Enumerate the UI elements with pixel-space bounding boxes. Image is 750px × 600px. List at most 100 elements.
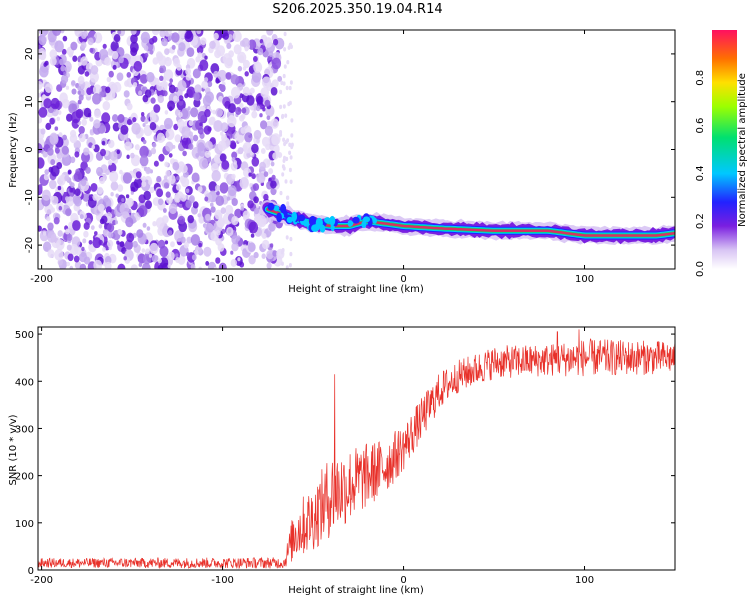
noise-blob <box>78 133 86 143</box>
noise-blob <box>156 82 164 91</box>
noise-blob <box>279 89 283 95</box>
noise-blob <box>164 48 170 55</box>
noise-blob <box>257 215 267 228</box>
noise-blob <box>71 80 76 86</box>
noise-blob <box>42 231 47 236</box>
noise-blob <box>140 31 151 44</box>
noise-blob <box>224 204 234 216</box>
spectrogram-y-ticks: -20 -10 0 10 20 <box>24 48 675 253</box>
noise-blob <box>45 122 52 130</box>
noise-blob <box>242 59 250 69</box>
noise-blob <box>289 236 293 242</box>
noise-blob <box>143 45 149 51</box>
noise-blob <box>176 175 180 181</box>
signal-blob <box>347 220 354 227</box>
noise-blob <box>145 200 152 210</box>
noise-blob <box>78 94 84 101</box>
noise-blob <box>78 126 85 134</box>
noise-blob <box>256 172 266 184</box>
noise-blob <box>97 171 102 177</box>
noise-blob <box>181 126 191 139</box>
noise-blob <box>69 187 74 193</box>
noise-blob <box>177 119 185 129</box>
noise-blob <box>163 182 170 189</box>
noise-blob <box>187 215 194 224</box>
noise-blob <box>57 175 66 186</box>
noise-blob <box>257 47 264 56</box>
noise-blob <box>132 240 138 248</box>
noise-blob <box>268 222 276 232</box>
noise-blob <box>282 137 286 142</box>
noise-blob <box>86 87 93 95</box>
noise-blob <box>286 201 290 206</box>
noise-blob <box>126 232 135 243</box>
signal-blob <box>361 220 367 229</box>
noise-blob <box>266 115 271 121</box>
noise-blob <box>175 253 179 258</box>
noise-blob <box>77 99 82 105</box>
noise-blob <box>38 92 41 98</box>
noise-blob <box>110 41 119 52</box>
snr-series-line <box>38 329 675 570</box>
noise-blob <box>73 255 80 263</box>
noise-blob <box>130 190 134 195</box>
colorbar-tick-label: 0.6 <box>695 118 706 134</box>
noise-blob <box>156 188 164 198</box>
noise-blob <box>282 104 286 109</box>
snr-y-ticks: 0 100 200 300 400 500 <box>15 330 675 577</box>
noise-blob <box>102 247 106 252</box>
noise-blob <box>213 156 219 162</box>
noise-blob <box>221 160 230 170</box>
noise-blob <box>263 171 269 178</box>
noise-blob <box>141 181 147 188</box>
noise-blob <box>163 175 168 181</box>
noise-blob <box>168 84 176 94</box>
noise-blob <box>144 52 149 58</box>
noise-blob <box>190 234 201 246</box>
noise-blob <box>75 108 84 119</box>
noise-blob <box>38 116 43 124</box>
signal-blob <box>362 216 371 223</box>
noise-blob <box>251 173 256 180</box>
noise-blob <box>240 113 246 120</box>
x-tick-label: 100 <box>575 274 594 285</box>
noise-blob <box>141 112 145 117</box>
noise-blob <box>164 161 169 167</box>
y-tick-label: 0 <box>24 146 35 152</box>
noise-blob <box>66 244 72 251</box>
noise-blob <box>43 173 50 181</box>
noise-blob <box>204 196 209 202</box>
noise-blob <box>94 231 98 236</box>
noise-blob <box>91 144 96 150</box>
noise-blob <box>234 208 243 219</box>
noise-blob <box>283 141 287 147</box>
noise-blob <box>177 215 186 225</box>
noise-blob <box>251 157 260 167</box>
noise-blob <box>230 142 237 150</box>
noise-blob <box>64 175 70 182</box>
signal-blob <box>297 214 306 222</box>
noise-blob <box>83 256 91 265</box>
noise-blob <box>222 53 232 65</box>
colorbar-label: Normalized spectral amplitude <box>737 73 748 227</box>
noise-blob <box>108 70 114 78</box>
noise-blob <box>92 237 102 249</box>
noise-blob <box>117 30 122 35</box>
noise-blob <box>77 75 85 85</box>
noise-blob <box>50 97 60 110</box>
noise-blob <box>74 246 82 256</box>
noise-blob <box>263 37 273 48</box>
noise-blob <box>178 111 183 118</box>
noise-blob <box>282 81 286 86</box>
noise-blob <box>56 116 61 122</box>
noise-blob <box>42 241 52 252</box>
noise-blob <box>186 236 192 244</box>
noise-blob <box>159 245 169 258</box>
noise-blob <box>89 129 94 134</box>
noise-blob <box>98 224 103 229</box>
noise-blob <box>102 101 111 111</box>
noise-blob <box>70 41 78 51</box>
noise-blob <box>107 239 114 248</box>
noise-blob <box>112 122 120 132</box>
